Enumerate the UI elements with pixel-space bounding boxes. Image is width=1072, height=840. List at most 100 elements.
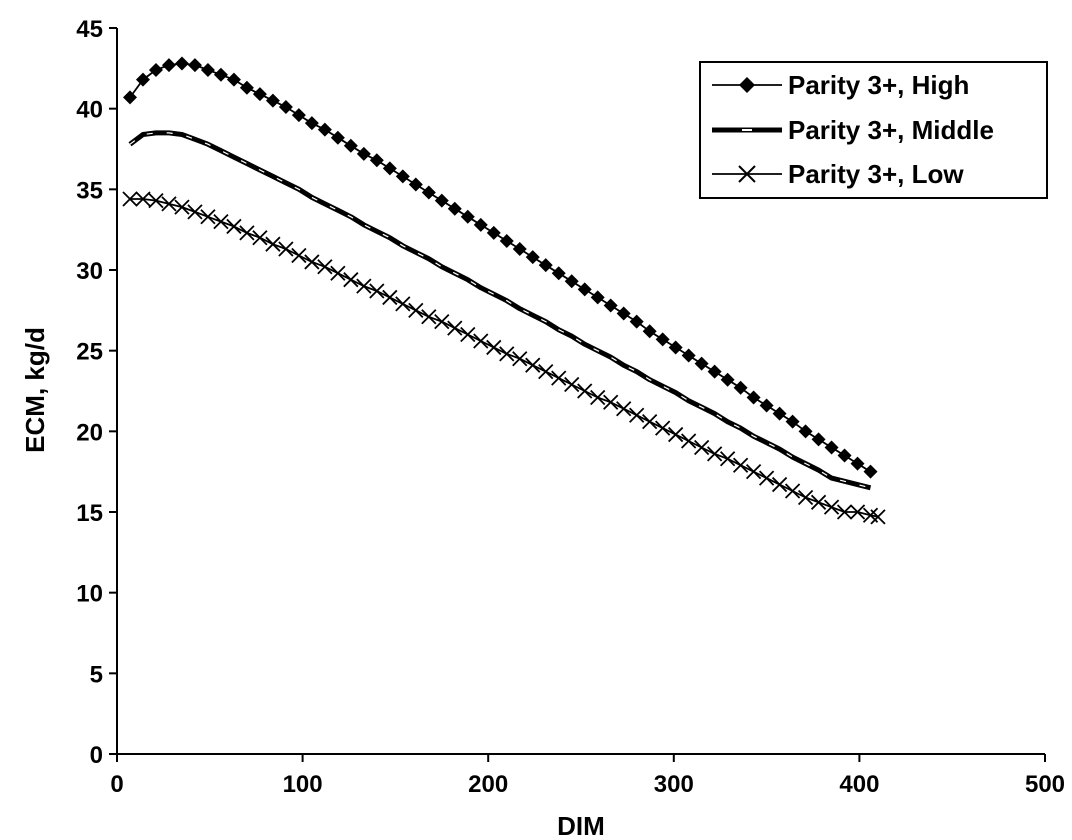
data-point-high: [668, 340, 683, 355]
data-point-low: [447, 320, 463, 336]
data-point-high: [824, 440, 839, 455]
data-point-low: [719, 451, 736, 467]
data-point-high: [616, 306, 631, 321]
y-tick-label: 20: [76, 419, 103, 446]
data-point-high: [746, 390, 761, 405]
dash-marker-icon: [742, 129, 752, 131]
data-point-low: [200, 209, 216, 225]
legend-label-low: Parity 3+, Low: [788, 159, 964, 189]
data-point-high: [759, 398, 774, 413]
data-point-high: [460, 209, 475, 224]
x-marker-icon: [738, 165, 756, 183]
data-point-low: [213, 213, 229, 230]
data-point-low: [706, 446, 723, 462]
data-point-low: [343, 272, 359, 288]
data-point-high: [863, 464, 878, 479]
y-tick-label: 15: [76, 500, 103, 527]
legend-label-high: Parity 3+, High: [788, 70, 969, 100]
data-point-low: [642, 414, 658, 430]
data-point-low: [616, 401, 632, 417]
data-point-low: [870, 509, 886, 525]
x-tick-label: 400: [839, 771, 879, 798]
legend: Parity 3+, High Parity 3+, Middle Parity…: [699, 61, 1048, 199]
series-line-middle: [128, 130, 872, 491]
series-high: [122, 56, 878, 479]
data-point-low: [538, 364, 554, 380]
data-point-low: [499, 346, 515, 362]
data-point-high: [733, 380, 748, 395]
data-point-low: [745, 464, 762, 480]
data-point-low: [278, 241, 294, 257]
x-tick-label: 200: [468, 771, 508, 798]
data-point-low: [148, 192, 164, 209]
data-point-high: [369, 153, 384, 168]
data-point-high: [434, 193, 449, 208]
data-point-high: [473, 217, 488, 232]
data-point-low: [330, 265, 346, 281]
y-tick-label: 45: [76, 16, 103, 43]
y-tick-label: 5: [90, 661, 103, 688]
data-point-high: [265, 93, 280, 108]
data-point-high: [486, 225, 501, 240]
data-point-high: [226, 72, 241, 87]
data-point-low: [681, 433, 697, 449]
y-axis-title: ECM, kg/d: [20, 327, 50, 453]
data-point-low: [810, 494, 827, 510]
data-point-low: [395, 296, 411, 312]
x-tick-label: 0: [110, 771, 123, 798]
data-point-high: [317, 122, 332, 137]
data-point-high: [772, 406, 787, 421]
data-point-low: [226, 218, 242, 235]
legend-label-middle: Parity 3+, Middle: [788, 115, 994, 145]
series-low: [122, 191, 886, 525]
data-point-low: [460, 326, 476, 343]
data-point-low: [382, 289, 398, 306]
data-point-low: [434, 313, 450, 330]
data-point-high: [720, 372, 735, 387]
x-axis-title: DIM: [557, 811, 605, 840]
data-point-low: [758, 470, 775, 486]
data-point-high: [798, 424, 813, 439]
data-point-low: [408, 302, 424, 318]
data-point-high: [642, 324, 657, 339]
data-point-high: [850, 456, 865, 471]
data-point-high: [811, 432, 826, 447]
data-point-low: [564, 376, 580, 393]
data-point-low: [486, 339, 502, 356]
data-point-low: [473, 333, 489, 349]
data-point-high: [382, 161, 397, 176]
x-tick-label: 500: [1025, 771, 1065, 798]
data-point-low: [174, 199, 190, 215]
data-point-low: [694, 439, 710, 456]
data-point-low: [161, 196, 177, 212]
data-point-low: [849, 504, 866, 520]
data-point-high: [330, 130, 345, 145]
data-point-low: [784, 483, 801, 499]
data-point-low: [239, 225, 255, 241]
data-point-low: [421, 309, 437, 325]
data-point-low: [265, 236, 281, 252]
data-point-low: [577, 383, 593, 399]
y-tick-label: 35: [76, 177, 103, 204]
data-point-low: [135, 191, 151, 207]
data-point-high: [161, 58, 176, 73]
data-point-high: [707, 364, 722, 379]
data-point-high: [122, 90, 137, 105]
data-point-high: [278, 100, 293, 115]
series-layer: [122, 56, 886, 525]
data-point-high: [213, 67, 228, 82]
data-point-high: [135, 72, 150, 87]
data-point-low: [771, 476, 788, 493]
data-point-low: [525, 357, 541, 373]
diamond-marker-icon: [739, 77, 755, 93]
data-point-high: [252, 87, 267, 102]
data-point-low: [797, 489, 814, 506]
y-tick-label: 40: [76, 97, 103, 124]
legend-item-high: Parity 3+, High: [712, 70, 969, 100]
data-point-high: [655, 332, 670, 347]
data-point-low: [512, 351, 528, 367]
data-point-high: [525, 250, 540, 265]
data-point-low: [590, 389, 606, 406]
data-point-low: [655, 420, 671, 436]
